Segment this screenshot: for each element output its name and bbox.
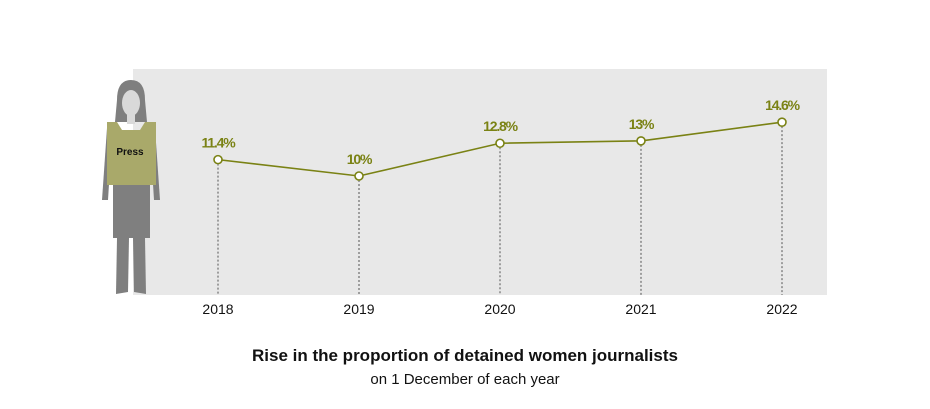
data-point bbox=[213, 154, 223, 165]
data-label: 11.4% bbox=[202, 135, 237, 151]
data-label: 14.6% bbox=[765, 97, 800, 113]
data-label: 10% bbox=[347, 151, 373, 167]
plot-area bbox=[133, 69, 827, 295]
vest-text: Press bbox=[116, 147, 144, 158]
chart-subtitle: on 1 December of each year bbox=[370, 371, 560, 388]
journalist-illustration: Press bbox=[102, 80, 160, 294]
x-tick-label: 2021 bbox=[625, 301, 656, 317]
data-point bbox=[495, 138, 505, 149]
data-label: 13% bbox=[629, 116, 655, 132]
x-tick-label: 2018 bbox=[202, 301, 233, 317]
x-tick-label: 2020 bbox=[484, 301, 515, 317]
data-label: 12.8% bbox=[483, 118, 518, 134]
x-tick-label: 2022 bbox=[766, 301, 797, 317]
data-point bbox=[636, 136, 646, 146]
data-point bbox=[777, 117, 787, 127]
x-tick-label: 2019 bbox=[343, 301, 374, 317]
chart-title: Rise in the proportion of detained women… bbox=[252, 346, 678, 365]
data-point bbox=[354, 171, 364, 181]
